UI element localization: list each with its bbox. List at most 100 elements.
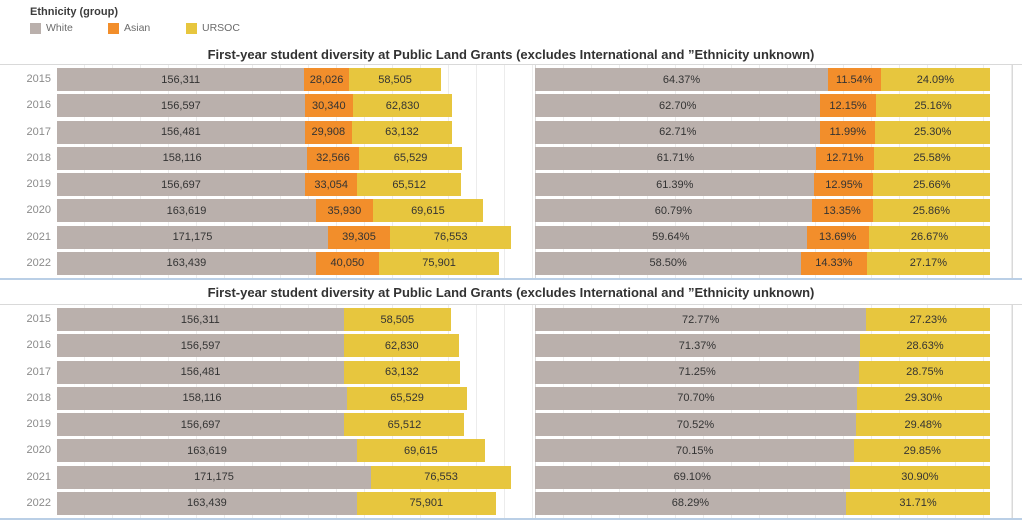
bar-segment-white[interactable]: 58.50% <box>535 251 802 275</box>
bar-segment-ursoc[interactable]: 65,529 <box>358 146 463 170</box>
bar-segment-asian[interactable]: 11.99% <box>820 120 876 144</box>
chart-top: 2015 156,311 28,026 58,505 64.37% 11.54% 24.09… <box>0 64 1022 280</box>
bar-segment-asian[interactable]: 11.54% <box>828 68 881 92</box>
bar-segment-white[interactable]: 71.37% <box>535 334 860 358</box>
legend-item-ursoc[interactable]: URSOC <box>186 22 264 34</box>
bar-segment-ursoc[interactable]: 75,901 <box>379 251 500 275</box>
legend-item-white[interactable]: White <box>30 22 108 34</box>
bar-segment-ursoc[interactable]: 28.75% <box>859 360 991 384</box>
bar-segment-ursoc[interactable]: 24.09% <box>880 68 991 92</box>
bar-segment-asian[interactable]: 13.69% <box>806 225 869 249</box>
percent-pane: 62.71% 11.99% 25.30% <box>535 120 1013 144</box>
bar-segment-asian[interactable]: 12.15% <box>820 94 876 118</box>
bar-segment-ursoc[interactable]: 27.23% <box>866 308 991 332</box>
bar-segment-white[interactable]: 156,481 <box>57 120 305 144</box>
bar-segment-white[interactable]: 158,116 <box>57 386 347 410</box>
legend-item-asian[interactable]: Asian <box>108 22 186 34</box>
bar-segment-white[interactable]: 62.71% <box>535 120 821 144</box>
bar-segment-white[interactable]: 171,175 <box>57 225 328 249</box>
bar-segment-asian[interactable]: 33,054 <box>305 173 358 197</box>
count-pane: 156,697 65,512 <box>57 413 534 437</box>
bar-segment-white[interactable]: 156,311 <box>57 308 344 332</box>
bar-segment-white[interactable]: 59.64% <box>535 225 807 249</box>
bar-segment-white[interactable]: 163,619 <box>57 439 358 463</box>
bar-segment-ursoc[interactable]: 76,553 <box>390 225 512 249</box>
bar-segment-ursoc[interactable]: 25.58% <box>873 146 991 170</box>
bar-segment-ursoc[interactable]: 29.48% <box>856 413 991 437</box>
bar-segment-white[interactable]: 62.70% <box>535 94 821 118</box>
bar-segment-ursoc[interactable]: 29.30% <box>856 386 991 410</box>
bar-segment-white[interactable]: 163,439 <box>57 251 316 275</box>
bar-segment-white[interactable]: 70.15% <box>535 439 855 463</box>
bar-segment-asian[interactable]: 30,340 <box>304 94 353 118</box>
bar-segment-asian[interactable]: 40,050 <box>315 251 380 275</box>
bar-segment-ursoc[interactable]: 58,505 <box>348 68 442 92</box>
bar-segment-asian[interactable]: 29,908 <box>304 120 352 144</box>
bar-segment-asian[interactable]: 39,305 <box>327 225 391 249</box>
bar-segment-white[interactable]: 156,311 <box>57 68 305 92</box>
bar-segment-ursoc[interactable]: 25.30% <box>875 120 991 144</box>
bar-segment-white[interactable]: 163,619 <box>57 199 316 223</box>
chart-rows: 2015 156,311 58,505 72.77% 27.23% 2016 156,597… <box>0 305 1022 518</box>
bar-segment-ursoc[interactable]: 58,505 <box>343 308 451 332</box>
bar-segment-ursoc[interactable]: 76,553 <box>370 465 512 489</box>
bar-segment-asian[interactable]: 13.35% <box>811 199 873 223</box>
section-title-top: First-year student diversity at Public L… <box>207 47 815 62</box>
bar-segment-ursoc[interactable]: 27.17% <box>866 251 991 275</box>
bar-segment-ursoc[interactable]: 65,529 <box>346 386 468 410</box>
bar-segment-white[interactable]: 61.71% <box>535 146 816 170</box>
bar-segment-ursoc[interactable]: 25.66% <box>873 173 991 197</box>
bar-segment-ursoc[interactable]: 25.86% <box>872 199 991 223</box>
year-axis-label: 2022 <box>26 256 51 269</box>
chart-row: 2018 158,116 32,566 65,529 61.71% 12.71% 25.58… <box>0 146 1022 170</box>
bar-segment-ursoc[interactable]: 30.90% <box>849 465 991 489</box>
bar-segment-white[interactable]: 156,697 <box>57 413 345 437</box>
bar-segment-white[interactable]: 163,439 <box>57 491 357 515</box>
bar-segment-white[interactable]: 61.39% <box>535 173 815 197</box>
year-axis-label: 2015 <box>26 73 51 86</box>
stacked-bar: 72.77% 27.23% <box>535 308 1013 332</box>
bar-segment-ursoc[interactable]: 69,615 <box>357 439 485 463</box>
bar-segment-asian[interactable]: 12.95% <box>814 173 874 197</box>
bar-segment-white[interactable]: 70.52% <box>535 413 857 437</box>
bar-segment-white[interactable]: 69.10% <box>535 465 850 489</box>
bar-segment-ursoc[interactable]: 26.67% <box>868 225 991 249</box>
bar-segment-white[interactable]: 60.79% <box>535 199 812 223</box>
count-pane: 156,697 33,054 65,512 <box>57 173 534 197</box>
chart-row: 2021 171,175 76,553 69.10% 30.90% <box>0 465 1022 489</box>
bar-segment-ursoc[interactable]: 25.16% <box>875 94 991 118</box>
bar-segment-white[interactable]: 171,175 <box>57 465 371 489</box>
bar-segment-ursoc[interactable]: 31.71% <box>845 491 991 515</box>
bar-segment-white[interactable]: 72.77% <box>535 308 867 332</box>
bar-segment-ursoc[interactable]: 63,132 <box>351 120 452 144</box>
bar-segment-ursoc[interactable]: 65,512 <box>357 173 461 197</box>
bar-segment-white[interactable]: 156,597 <box>57 94 305 118</box>
bar-segment-ursoc[interactable]: 62,830 <box>352 94 453 118</box>
bar-segment-ursoc[interactable]: 29.85% <box>854 439 991 463</box>
bar-segment-ursoc[interactable]: 69,615 <box>372 199 483 223</box>
bar-segment-white[interactable]: 71.25% <box>535 360 860 384</box>
bar-segment-white[interactable]: 156,597 <box>57 334 345 358</box>
stacked-bar: 163,619 35,930 69,615 <box>57 199 534 223</box>
bar-segment-white[interactable]: 68.29% <box>535 491 846 515</box>
bar-segment-ursoc[interactable]: 63,132 <box>343 360 460 384</box>
bar-segment-white[interactable]: 70.70% <box>535 386 857 410</box>
bar-segment-white[interactable]: 158,116 <box>57 146 308 170</box>
bar-segment-white[interactable]: 156,481 <box>57 360 344 384</box>
bar-segment-ursoc[interactable]: 65,512 <box>344 413 465 437</box>
bar-segment-ursoc[interactable]: 75,901 <box>356 491 496 515</box>
white-swatch-icon <box>30 22 41 34</box>
bar-segment-asian[interactable]: 28,026 <box>304 68 349 92</box>
bar-segment-asian[interactable]: 32,566 <box>307 146 359 170</box>
bar-segment-asian[interactable]: 35,930 <box>315 199 373 223</box>
bar-segment-white[interactable]: 156,697 <box>57 173 305 197</box>
bar-segment-ursoc[interactable]: 62,830 <box>344 334 460 358</box>
chart-bottom: 2015 156,311 58,505 72.77% 27.23% 2016 156,597… <box>0 304 1022 520</box>
stacked-bar: 71.37% 28.63% <box>535 334 1013 358</box>
bar-segment-white[interactable]: 64.37% <box>535 68 829 92</box>
percent-pane: 59.64% 13.69% 26.67% <box>535 225 1013 249</box>
ethnicity-legend: Ethnicity (group) White Asian URSOC <box>30 6 264 34</box>
bar-segment-asian[interactable]: 12.71% <box>815 146 874 170</box>
bar-segment-ursoc[interactable]: 28.63% <box>859 334 991 358</box>
bar-segment-asian[interactable]: 14.33% <box>801 251 867 275</box>
